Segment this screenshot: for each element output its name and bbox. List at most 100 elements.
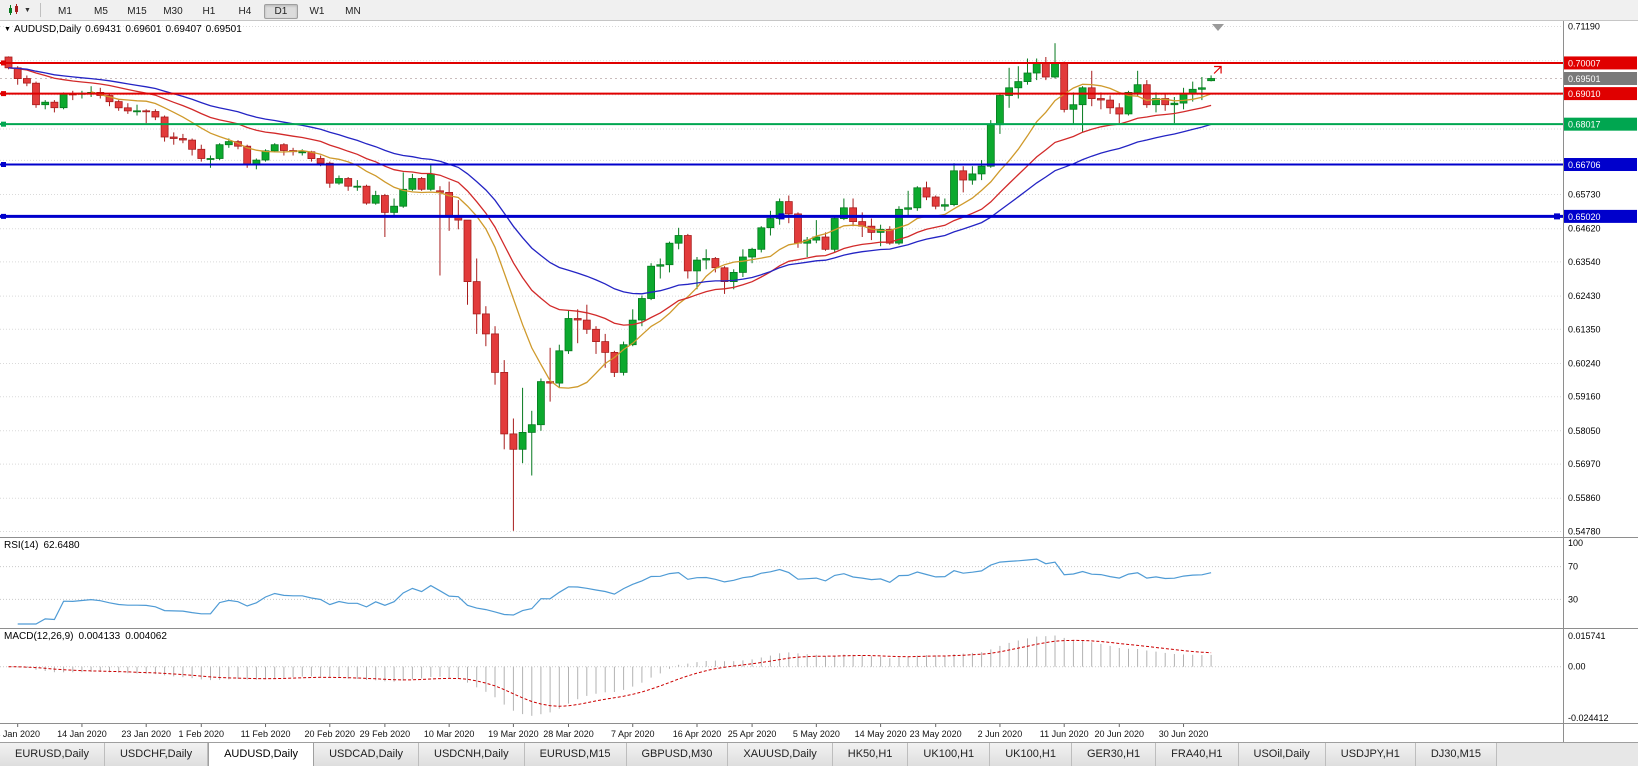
date-axis-label: 11 Feb 2020: [241, 729, 291, 739]
chart-tab-usdjpy-h1[interactable]: USDJPY,H1: [1325, 743, 1416, 766]
ohlc-open: 0.69431: [85, 24, 122, 35]
chart-tab-usdchf-daily[interactable]: USDCHF,Daily: [104, 743, 209, 766]
chart-symbol-period: AUDUSD,Daily: [13, 24, 82, 35]
date-axis-label: 28 Mar 2020: [543, 729, 594, 739]
date-axis-label: 20 Feb 2020: [305, 729, 356, 739]
chart-tabs-bar: EURUSD,Daily USDCHF,Daily AUDUSD,Daily USDC…: [0, 742, 1638, 766]
svg-text:0.69010: 0.69010: [1568, 89, 1601, 99]
price-axis-label: 0.55860: [1568, 493, 1601, 503]
price-axis-label: 0.59160: [1568, 392, 1601, 402]
rsi-axis-label: 30: [1568, 594, 1578, 604]
ma-line-fast-orange: [90, 83, 1212, 389]
ohlc-close: 0.69501: [205, 24, 242, 35]
timeframe-button-d1[interactable]: D1: [263, 4, 298, 19]
macd-panel[interactable]: MACD(12,26,9) 0.004133 0.004062 0.015741 0.…: [0, 628, 1638, 723]
timeframe-button-m5[interactable]: M5: [93, 6, 108, 17]
hline-0.69010[interactable]: [0, 91, 1563, 97]
hline-anchor-center[interactable]: [778, 213, 785, 220]
chart-type-icon[interactable]: ▼: [4, 3, 34, 17]
chart-tab-usdcnh-daily[interactable]: USDCNH,Daily: [419, 743, 525, 766]
price-axis-label: 0.56970: [1568, 459, 1601, 469]
chart-tab-dj30-m15[interactable]: DJ30,M15: [1415, 743, 1497, 766]
hline-anchor-right[interactable]: [1554, 213, 1560, 220]
price-axis-label: 0.54780: [1568, 526, 1601, 536]
timeframe-button-h4[interactable]: H4: [238, 6, 252, 17]
chart-tab-uk100-h1[interactable]: UK100,H1: [908, 743, 991, 766]
chart-title: ▼ AUDUSD,Daily 0.69431 0.69601 0.69407 0.6950…: [4, 24, 246, 35]
hline-anchor-left[interactable]: [1, 213, 6, 219]
timeframe-button-mn[interactable]: MN: [345, 6, 361, 17]
macd-header: MACD(12,26,9) 0.004133 0.004062: [4, 631, 172, 642]
price-tag-0.70007: 0.70007: [1564, 56, 1637, 70]
chart-tab-eurusd-m15[interactable]: EURUSD,M15: [524, 743, 627, 766]
ohlc-low: 0.69407: [165, 24, 202, 35]
main-chart-panel[interactable]: ▼ AUDUSD,Daily 0.69431 0.69601 0.69407 0.6950…: [0, 21, 1638, 537]
price-axis-label: 0.65730: [1568, 190, 1601, 200]
macd-label: MACD(12,26,9): [4, 631, 74, 642]
main-chart-canvas[interactable]: 0.71190 0.65730 0.64620 0.63540 0.62430 0.613…: [0, 21, 1638, 537]
ma-line-slow-blue: [8, 67, 1212, 295]
hline-0.70007[interactable]: [0, 60, 1563, 66]
chart-tab-eurusd-daily[interactable]: EURUSD,Daily: [0, 743, 105, 766]
chart-tab-xauusd-daily[interactable]: XAUUSD,Daily: [728, 743, 833, 766]
rsi-header: RSI(14) 62.6480: [4, 540, 85, 551]
macd-histogram: [17, 635, 1212, 716]
price-tag-0.68017: 0.68017: [1564, 117, 1637, 131]
timeframe-buttons: M1 M5 M15 M30 H1 H4 D1 W1 MN: [47, 1, 371, 19]
macd-axis-label: -0.024412: [1568, 713, 1609, 723]
hline-0.65020[interactable]: [0, 213, 1563, 220]
price-axis-label: 0.63540: [1568, 257, 1601, 267]
chart-tab-usdcad-daily[interactable]: USDCAD,Daily: [314, 743, 420, 766]
macd-main-value: 0.004133: [78, 631, 121, 642]
rsi-panel[interactable]: RSI(14) 62.6480 100 70 30: [0, 537, 1638, 628]
date-axis-label: 19 Mar 2020: [488, 729, 539, 739]
hline-0.68017[interactable]: [0, 121, 1563, 127]
rsi-line: [17, 558, 1212, 625]
price-grid: [0, 26, 1563, 532]
chart-window: ▼ AUDUSD,Daily 0.69431 0.69601 0.69407 0.6950…: [0, 21, 1638, 742]
hline-anchor-left[interactable]: [1, 91, 6, 97]
price-tag-0.66706: 0.66706: [1564, 158, 1637, 172]
window-menu-icon[interactable]: ▼: [4, 26, 11, 33]
date-axis-label: 1 Feb 2020: [179, 729, 225, 739]
hline-anchor-left[interactable]: [1, 121, 6, 127]
chart-tab-fra40-h1[interactable]: FRA40,H1: [1156, 743, 1239, 766]
date-axis-label: 16 Apr 2020: [673, 729, 722, 739]
chart-tab-ger30-h1[interactable]: GER30,H1: [1071, 743, 1157, 766]
timeframe-toolbar: ▼ M1 M5 M15 M30 H1 H4 D1 W1 MN: [0, 0, 1638, 21]
price-axis-label: 0.58050: [1568, 426, 1601, 436]
candlestick-chart-icon: [9, 4, 18, 15]
date-axis-label: 7 Apr 2020: [611, 729, 655, 739]
chart-tab-uk100-h1[interactable]: UK100,H1: [990, 743, 1072, 766]
timeframe-button-h1[interactable]: H1: [202, 6, 216, 17]
macd-axis-label: 0.015741: [1568, 631, 1606, 641]
svg-text:0.68017: 0.68017: [1568, 120, 1601, 130]
price-arrow-object[interactable]: [1213, 65, 1222, 74]
chart-tab-audusd-daily[interactable]: AUDUSD,Daily: [208, 743, 315, 766]
timeframe-button-m1[interactable]: M1: [57, 6, 72, 17]
rsi-canvas[interactable]: 100 70 30: [0, 538, 1638, 628]
chart-tab-usoil-daily[interactable]: USOil,Daily: [1238, 743, 1326, 766]
date-axis-label: 23 May 2020: [910, 729, 962, 739]
chart-shift-marker[interactable]: [1212, 24, 1224, 31]
hline-anchor-left[interactable]: [1, 60, 6, 66]
price-axis-label: 0.64620: [1568, 224, 1601, 234]
date-axis-canvas: 4 Jan 2020 14 Jan 2020 23 Jan 2020 1 Feb 20…: [0, 724, 1564, 742]
rsi-axis-label: 100: [1568, 538, 1583, 548]
hline-0.66706[interactable]: [0, 162, 1563, 168]
date-axis-label: 30 Jun 2020: [1159, 729, 1209, 739]
chevron-down-icon: ▼: [24, 6, 31, 14]
date-axis-label: 11 Jun 2020: [1040, 729, 1089, 739]
date-axis-label: 14 Jan 2020: [57, 729, 107, 739]
timeframe-button-m30[interactable]: M30: [163, 6, 183, 17]
rsi-label: RSI(14): [4, 540, 39, 551]
chart-tab-hk50-h1[interactable]: HK50,H1: [832, 743, 909, 766]
chart-tab-gbpusd-m30[interactable]: GBPUSD,M30: [626, 743, 729, 766]
macd-axis-label: 0.00: [1568, 662, 1586, 672]
ma-line-mid-red: [8, 67, 1212, 326]
timeframe-button-w1[interactable]: W1: [309, 6, 325, 17]
hline-anchor-left[interactable]: [1, 162, 6, 168]
macd-canvas[interactable]: 0.015741 0.00 -0.024412: [0, 629, 1638, 723]
timeframe-button-m15[interactable]: M15: [127, 6, 147, 17]
date-axis-panel: 4 Jan 2020 14 Jan 2020 23 Jan 2020 1 Feb 20…: [0, 723, 1638, 742]
